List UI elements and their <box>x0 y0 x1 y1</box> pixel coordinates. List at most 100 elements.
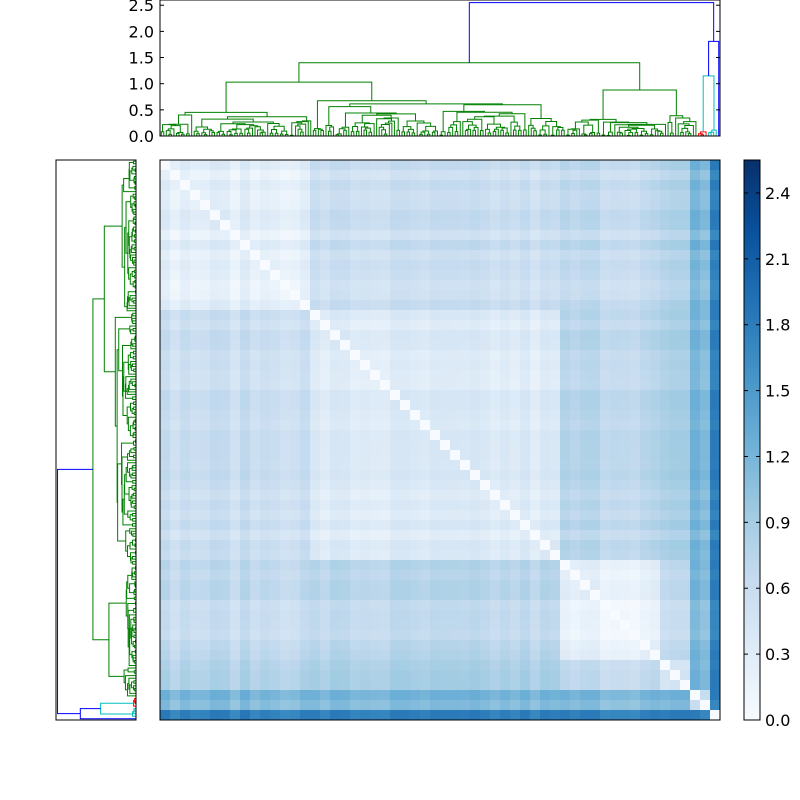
heatmap-cell <box>620 270 631 281</box>
heatmap-cell <box>580 300 591 311</box>
heatmap-cell <box>650 540 661 551</box>
heatmap-cell <box>570 510 581 521</box>
heatmap-cell <box>340 320 351 331</box>
heatmap-cell <box>470 660 481 671</box>
heatmap-cell <box>680 240 691 251</box>
heatmap-cell <box>710 670 720 681</box>
heatmap-cell <box>390 390 401 401</box>
heatmap-cell <box>450 500 461 511</box>
heatmap-cell <box>710 260 720 271</box>
heatmap-cell <box>500 380 511 391</box>
heatmap-cell <box>660 340 671 351</box>
heatmap-cell <box>220 240 231 251</box>
heatmap-cell <box>470 270 481 281</box>
top-dendrogram-link <box>651 128 659 135</box>
heatmap-cell <box>520 650 531 661</box>
heatmap-cell <box>420 300 431 311</box>
heatmap-cell <box>340 390 351 401</box>
heatmap-cell <box>230 280 241 291</box>
heatmap-cell <box>510 450 521 461</box>
heatmap-cell <box>260 460 271 471</box>
heatmap-cell <box>540 510 551 521</box>
heatmap-cell <box>390 200 401 211</box>
heatmap-cell <box>190 330 201 341</box>
heatmap-cell <box>510 380 521 391</box>
heatmap-cell <box>460 510 471 521</box>
heatmap-cell <box>410 210 421 221</box>
heatmap-cell <box>230 260 241 271</box>
heatmap-cell <box>630 360 641 371</box>
heatmap-cell <box>370 690 381 701</box>
heatmap-cell <box>670 590 681 601</box>
heatmap-cell <box>260 440 271 451</box>
heatmap-cell <box>280 510 291 521</box>
top-dendrogram-link <box>284 133 289 136</box>
heatmap-cell <box>440 230 451 241</box>
heatmap-cell <box>210 480 221 491</box>
heatmap-cell <box>700 600 711 611</box>
heatmap-cell <box>340 530 351 541</box>
heatmap-cell <box>250 240 261 251</box>
heatmap-cell <box>520 210 531 221</box>
heatmap-cell <box>420 360 431 371</box>
heatmap-cell <box>170 450 181 461</box>
heatmap-cell <box>630 710 641 720</box>
heatmap-cell <box>470 580 481 591</box>
heatmap-cell <box>190 360 201 371</box>
heatmap-cell <box>520 290 531 301</box>
heatmap-cell <box>630 650 641 661</box>
heatmap-cell <box>580 370 591 381</box>
heatmap-cell <box>210 560 221 571</box>
heatmap-cell <box>650 420 661 431</box>
heatmap-cell <box>430 610 441 621</box>
heatmap-cell <box>540 690 551 701</box>
heatmap-cell <box>300 270 311 281</box>
heatmap-cell <box>640 690 651 701</box>
heatmap-cell <box>440 560 451 571</box>
heatmap-cell <box>610 660 621 671</box>
heatmap-cell <box>360 640 371 651</box>
heatmap-cell <box>220 570 231 581</box>
heatmap-cell <box>170 380 181 391</box>
heatmap-cell <box>450 480 461 491</box>
heatmap-cell <box>540 570 551 581</box>
heatmap-cell <box>380 270 391 281</box>
top-dendrogram-link <box>297 128 303 136</box>
heatmap-cell <box>160 640 171 651</box>
heatmap-cell <box>300 280 311 291</box>
heatmap-cell <box>590 450 601 461</box>
heatmap-cell <box>680 630 691 641</box>
heatmap-cell <box>550 160 561 171</box>
top-dendrogram-link <box>680 132 684 136</box>
heatmap-cell <box>620 450 631 461</box>
heatmap-cell <box>340 490 351 501</box>
heatmap-cell <box>260 310 271 321</box>
heatmap-cell <box>400 210 411 221</box>
heatmap-cell <box>270 490 281 501</box>
heatmap-cell <box>690 480 701 491</box>
heatmap-cell <box>570 430 581 441</box>
heatmap-cell <box>360 400 371 411</box>
heatmap-cell <box>170 370 181 381</box>
heatmap-cell <box>690 200 701 211</box>
heatmap-cell <box>380 380 391 391</box>
top-dendrogram-link <box>456 111 513 122</box>
heatmap-cell <box>680 670 691 681</box>
heatmap-cell <box>490 310 501 321</box>
heatmap-cell <box>550 310 561 321</box>
heatmap-cell <box>590 370 601 381</box>
heatmap-cell <box>570 540 581 551</box>
heatmap-cell <box>600 670 611 681</box>
heatmap-cell <box>350 410 361 421</box>
heatmap-cell <box>360 550 371 561</box>
heatmap-cell <box>700 650 711 661</box>
heatmap-cell <box>470 360 481 371</box>
heatmap-cell <box>500 240 511 251</box>
left-dendrogram-link <box>129 583 135 594</box>
heatmap-cell <box>330 700 341 711</box>
heatmap-cell <box>460 380 471 391</box>
heatmap-cell <box>270 650 281 661</box>
heatmap-cell <box>230 180 241 191</box>
heatmap-cell <box>340 470 351 481</box>
heatmap-cell <box>700 570 711 581</box>
